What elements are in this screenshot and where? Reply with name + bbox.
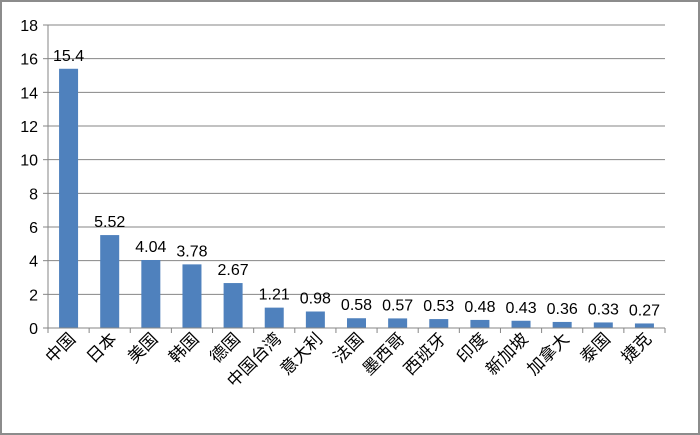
category-label: 中国 xyxy=(42,329,80,367)
data-label: 3.78 xyxy=(176,243,207,260)
category-label: 泰国 xyxy=(577,329,615,367)
y-tick-label: 10 xyxy=(20,153,38,170)
bar xyxy=(429,319,449,328)
data-label: 0.43 xyxy=(505,300,536,317)
data-label: 0.27 xyxy=(629,302,660,319)
data-label: 0.57 xyxy=(382,297,413,314)
y-tick-label: 14 xyxy=(20,85,38,102)
y-tick-label: 16 xyxy=(20,52,38,69)
y-tick-label: 6 xyxy=(29,220,38,237)
data-label: 4.04 xyxy=(135,239,166,256)
bar xyxy=(470,319,490,328)
data-label: 0.58 xyxy=(341,297,372,314)
category-label: 日本 xyxy=(83,329,121,367)
y-tick-label: 0 xyxy=(29,321,38,338)
bar xyxy=(388,318,408,328)
y-tick-label: 12 xyxy=(20,119,38,136)
bar xyxy=(347,318,366,328)
category-label: 墨西哥 xyxy=(359,329,409,379)
bar xyxy=(634,323,654,328)
bar xyxy=(100,235,120,328)
bar xyxy=(264,307,284,328)
y-tick-labels: 0 2 4 6 8 10 12 14 16 18 xyxy=(20,18,38,338)
bars xyxy=(59,68,654,329)
data-label: 5.52 xyxy=(94,214,125,231)
category-label: 美国 xyxy=(124,329,162,367)
data-label: 0.48 xyxy=(464,299,495,316)
data-label: 1.21 xyxy=(259,287,290,304)
category-label: 加拿大 xyxy=(523,329,574,380)
bar xyxy=(593,322,613,328)
axes xyxy=(43,24,666,333)
category-label: 新加坡 xyxy=(482,329,532,379)
y-tick-label: 4 xyxy=(29,254,38,271)
bar xyxy=(182,264,202,328)
bar xyxy=(511,320,531,328)
data-label: 2.67 xyxy=(218,262,249,279)
data-label: 15.4 xyxy=(53,48,84,65)
bar xyxy=(59,68,79,329)
data-label: 0.53 xyxy=(423,298,454,315)
y-tick-label: 2 xyxy=(29,287,38,304)
bar xyxy=(305,311,325,328)
bar xyxy=(141,259,161,328)
data-labels: 15.4 5.52 4.04 3.78 2.67 1.21 0.98 0.58 0.57 0.53… xyxy=(53,48,660,320)
category-label: 捷克 xyxy=(618,329,656,367)
bar xyxy=(552,321,572,328)
bar xyxy=(223,283,243,328)
y-tick-label: 8 xyxy=(29,186,38,203)
y-tick-label: 18 xyxy=(20,18,38,35)
category-label: 韩国 xyxy=(165,329,203,367)
data-label: 0.33 xyxy=(588,301,619,318)
data-label: 0.36 xyxy=(547,301,578,318)
data-label: 0.98 xyxy=(300,291,331,308)
category-label: 西班牙 xyxy=(400,329,450,379)
category-label: 意大利 xyxy=(277,329,327,379)
